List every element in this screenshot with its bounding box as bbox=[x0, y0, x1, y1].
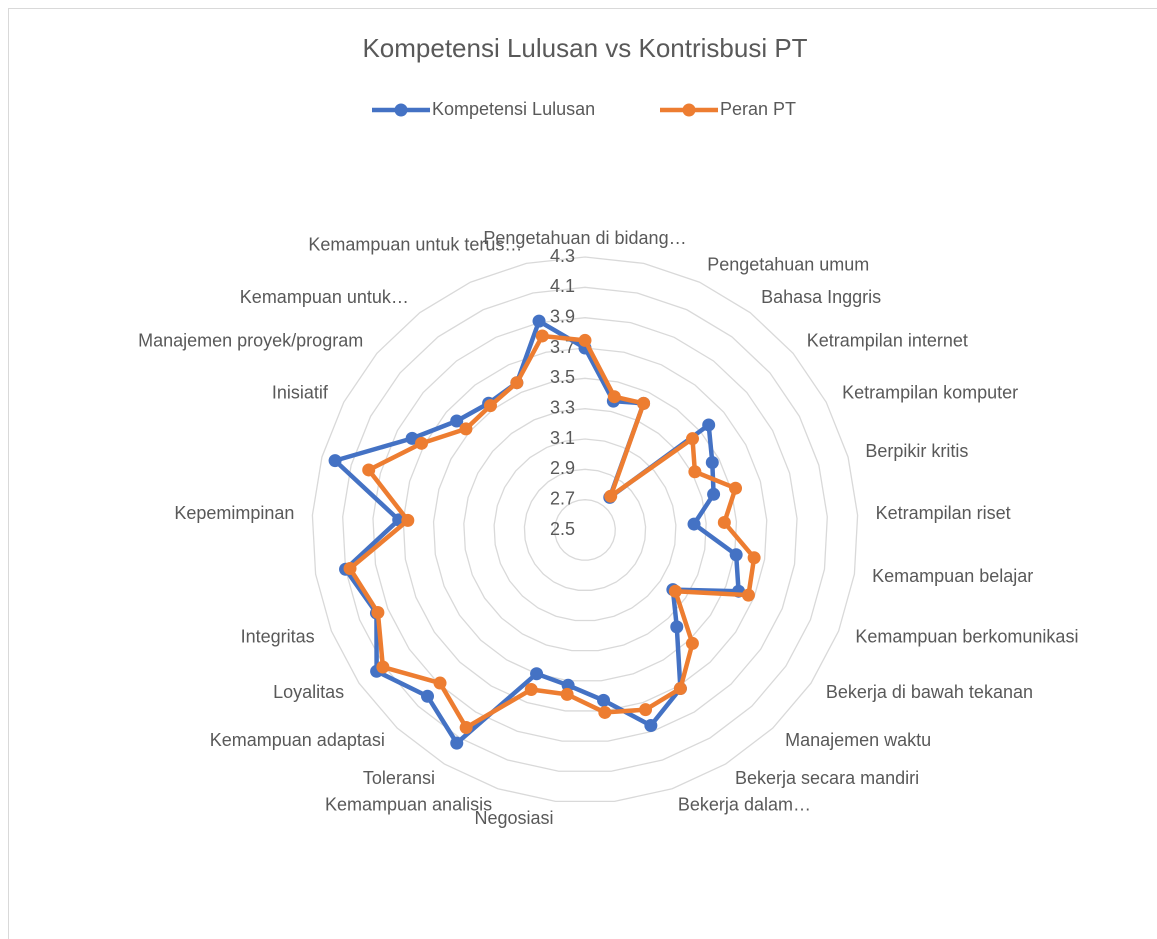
data-point bbox=[729, 481, 743, 495]
data-point bbox=[450, 414, 464, 428]
data-point bbox=[415, 436, 429, 450]
grid-ring bbox=[372, 317, 798, 742]
data-point bbox=[535, 329, 549, 343]
data-point bbox=[686, 432, 700, 446]
data-point bbox=[644, 718, 658, 732]
category-label: Pengetahuan di bidang… bbox=[483, 228, 686, 248]
axis-tick-label: 3.9 bbox=[550, 306, 575, 326]
grid-ring bbox=[342, 286, 828, 772]
axis-tick-label: 3.7 bbox=[550, 337, 575, 357]
axis-tick-label: 3.1 bbox=[550, 428, 575, 448]
category-label: Bekerja dalam… bbox=[678, 795, 811, 815]
data-point bbox=[433, 676, 447, 690]
category-label: Bekerja secara mandiri bbox=[735, 768, 919, 788]
data-point bbox=[747, 551, 761, 565]
category-label: Bekerja di bawah tekanan bbox=[826, 682, 1033, 702]
category-label: Integritas bbox=[241, 626, 315, 646]
data-point bbox=[510, 376, 524, 390]
data-point bbox=[598, 705, 612, 719]
category-label: Loyalitas bbox=[273, 682, 344, 702]
grid-ring bbox=[493, 438, 677, 622]
data-point bbox=[560, 687, 574, 701]
data-point bbox=[362, 463, 376, 477]
data-point bbox=[688, 465, 702, 479]
data-point bbox=[685, 636, 699, 650]
axis-tick-label: 2.9 bbox=[550, 458, 575, 478]
legend-marker bbox=[682, 103, 696, 117]
data-point bbox=[673, 682, 687, 696]
category-label: Toleransi bbox=[363, 768, 435, 788]
data-point bbox=[717, 515, 731, 529]
category-label: Kemampuan belajar bbox=[872, 566, 1033, 586]
data-point bbox=[705, 456, 719, 470]
grid-ring bbox=[554, 499, 616, 561]
category-label: Manajemen proyek/program bbox=[138, 330, 363, 350]
data-point bbox=[459, 721, 473, 735]
category-label: Berpikir kritis bbox=[865, 441, 968, 461]
data-point bbox=[702, 418, 716, 432]
data-point bbox=[729, 548, 743, 562]
data-point bbox=[597, 693, 611, 707]
axis-tick-label: 2.5 bbox=[550, 519, 575, 539]
data-point bbox=[637, 396, 651, 410]
grid-ring bbox=[432, 377, 738, 682]
data-point bbox=[483, 399, 497, 413]
axis-tick-label: 3.3 bbox=[550, 397, 575, 417]
data-point bbox=[343, 562, 357, 576]
category-label: Ketrampilan komputer bbox=[842, 382, 1018, 402]
category-label: Manajemen waktu bbox=[785, 730, 931, 750]
category-label: Ketrampilan riset bbox=[876, 503, 1011, 523]
axis-tick-label: 4.3 bbox=[550, 246, 575, 266]
data-point bbox=[741, 588, 755, 602]
category-label: Bahasa Inggris bbox=[761, 287, 881, 307]
data-point bbox=[459, 422, 473, 436]
category-label: Negosiasi bbox=[474, 808, 553, 828]
axis-tick-label: 4.1 bbox=[550, 276, 575, 296]
axis-tick-label: 3.5 bbox=[550, 367, 575, 387]
chart-title: Kompetensi Lulusan vs Kontrisbusi PT bbox=[362, 33, 807, 63]
category-label: Ketrampilan internet bbox=[807, 330, 968, 350]
category-label: Pengetahuan umum bbox=[707, 255, 869, 275]
category-label: Kemampuan analisis bbox=[325, 795, 492, 815]
data-point bbox=[532, 314, 546, 328]
axis-tick-label: 2.7 bbox=[550, 488, 575, 508]
category-label: Kemampuan adaptasi bbox=[210, 730, 385, 750]
data-point bbox=[604, 489, 618, 503]
category-label: Kemampuan untuk terus… bbox=[308, 235, 522, 255]
data-point bbox=[450, 736, 464, 750]
legend-label: Peran PT bbox=[720, 99, 796, 119]
data-point bbox=[687, 517, 701, 531]
category-label: Kemampuan berkomunikasi bbox=[855, 626, 1078, 646]
data-point bbox=[578, 333, 592, 347]
data-point bbox=[371, 606, 385, 620]
data-point bbox=[421, 689, 435, 703]
legend-marker bbox=[394, 103, 408, 117]
data-point bbox=[639, 703, 653, 717]
category-label: Kepemimpinan bbox=[174, 503, 294, 523]
category-label: Inisiatif bbox=[272, 382, 329, 402]
data-point bbox=[376, 660, 390, 674]
data-point bbox=[328, 454, 342, 468]
data-point bbox=[401, 513, 415, 527]
grid-ring bbox=[523, 468, 647, 591]
legend-label: Kompetensi Lulusan bbox=[432, 99, 595, 119]
category-label: Kemampuan untuk… bbox=[240, 287, 409, 307]
chart-frame bbox=[8, 8, 1157, 939]
data-point bbox=[607, 390, 621, 404]
data-point bbox=[530, 667, 544, 681]
data-point bbox=[524, 683, 538, 697]
grid-ring bbox=[311, 256, 859, 803]
data-point bbox=[670, 620, 684, 634]
data-point bbox=[707, 487, 721, 501]
data-point bbox=[668, 584, 682, 598]
